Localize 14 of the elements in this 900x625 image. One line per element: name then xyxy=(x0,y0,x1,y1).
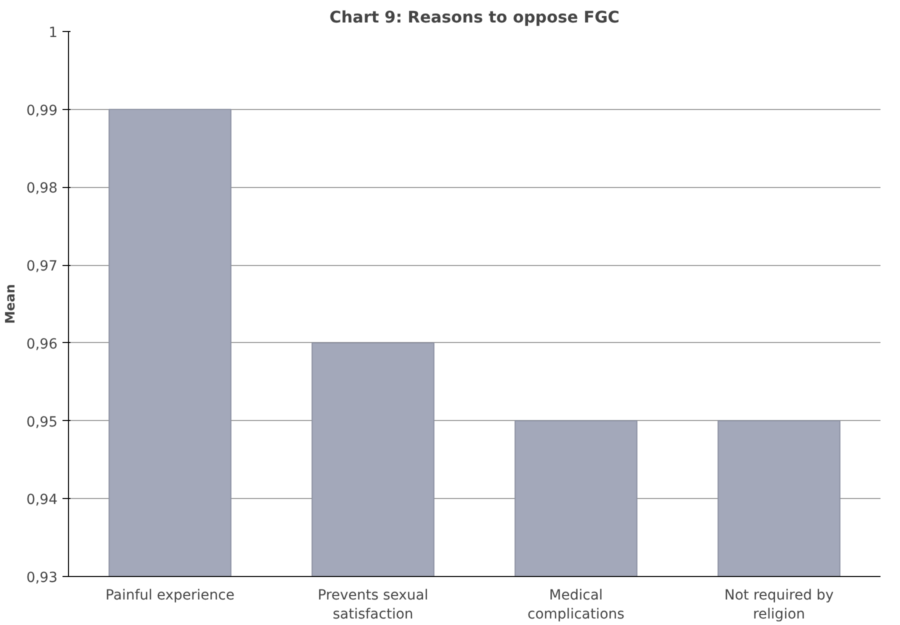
y-tick-label: 0,96 xyxy=(26,336,58,352)
y-tick-label: 0,98 xyxy=(26,180,58,197)
chart-title: Chart 9: Reasons to oppose FGC xyxy=(330,8,620,26)
y-tick-label: 0,95 xyxy=(26,414,58,430)
x-tick-label: Medical complications xyxy=(528,588,624,623)
y-tick-label: 0,94 xyxy=(26,492,58,508)
x-tick-label: Painful experience xyxy=(106,588,234,604)
y-axis-title: Mean xyxy=(3,284,18,324)
y-tick-label: 0,93 xyxy=(26,570,58,586)
y-tick-label: 1 xyxy=(48,25,58,41)
x-tick-label: Prevents sexual satisfaction xyxy=(318,588,428,623)
y-tick-label: 0,99 xyxy=(26,102,58,119)
y-tick-label: 0,97 xyxy=(26,258,58,275)
x-tick-label: Not required by religion xyxy=(724,588,834,623)
